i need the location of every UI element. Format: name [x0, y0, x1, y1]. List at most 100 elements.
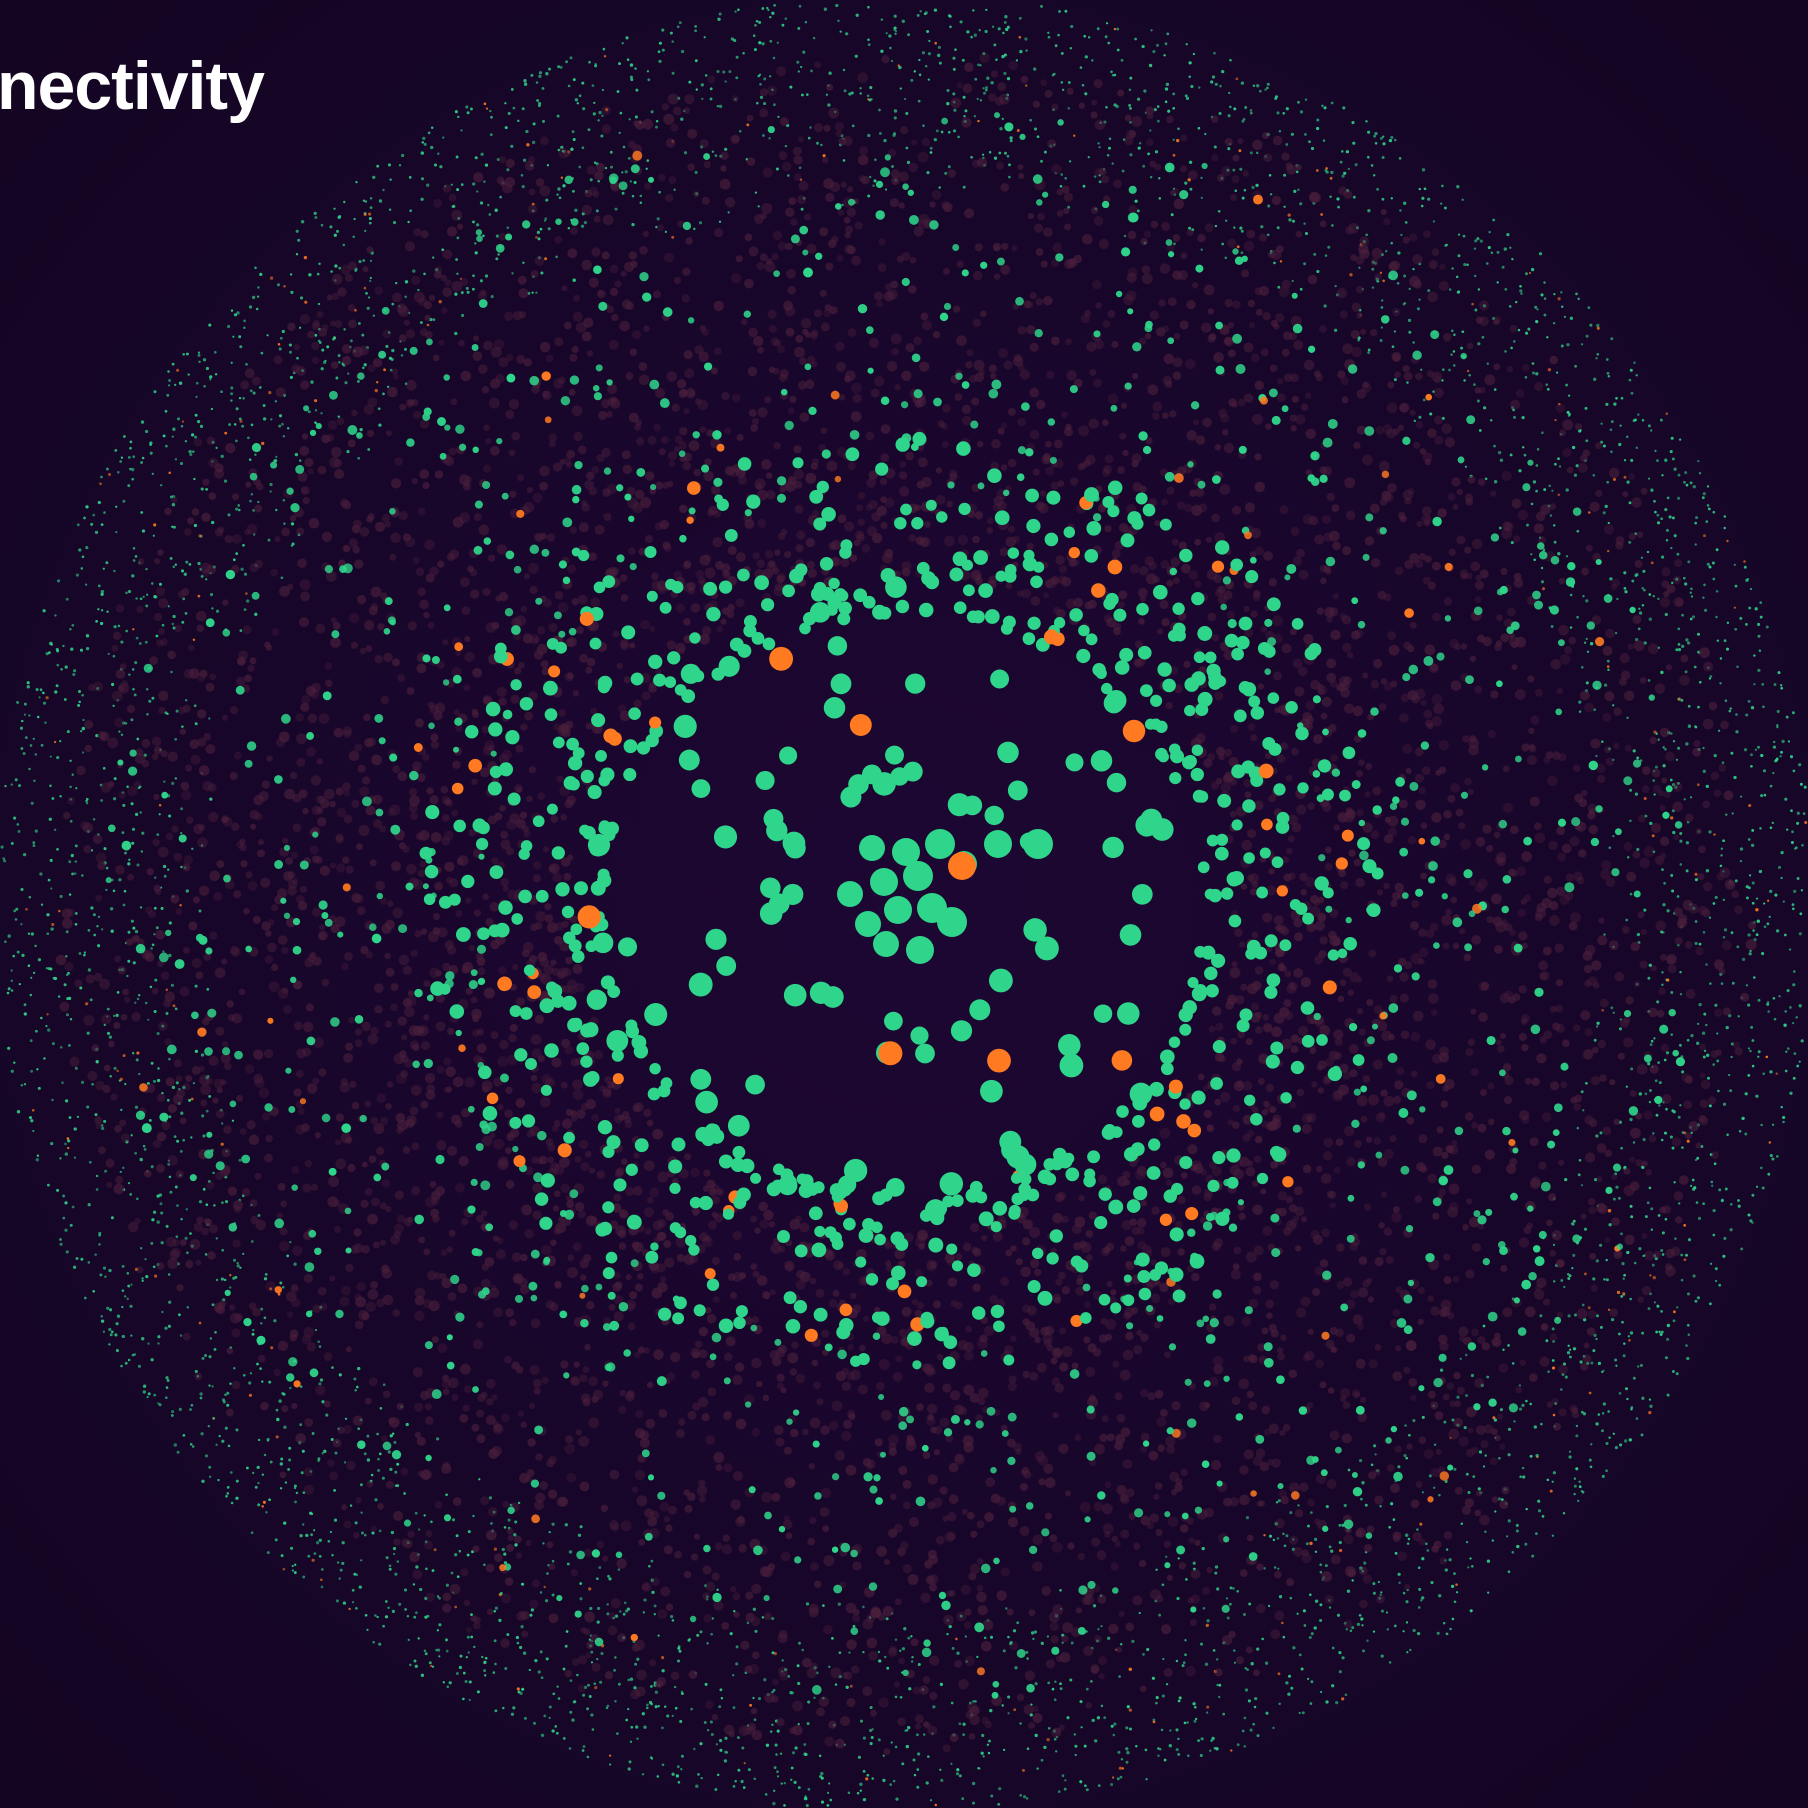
outer-node: [1619, 424, 1621, 426]
outer-node: [728, 70, 731, 73]
outer-node: [68, 860, 71, 863]
outer-node: [1389, 139, 1392, 142]
outer-node: [134, 1152, 137, 1155]
outer-accent-node: [1776, 1072, 1778, 1074]
outer-node: [401, 354, 404, 357]
outer-node: [467, 111, 470, 114]
outer-node: [976, 1656, 978, 1658]
outer-node: [1239, 227, 1242, 230]
outer-node: [1252, 1723, 1255, 1726]
outer-node: [939, 62, 942, 65]
outer-node: [674, 1686, 676, 1688]
outer-node: [1624, 587, 1627, 590]
outer-node: [756, 20, 759, 23]
outer-node: [1311, 1632, 1314, 1635]
outer-node: [1315, 1551, 1317, 1553]
faint-node: [278, 1183, 286, 1191]
outer-node: [124, 852, 127, 855]
outer-node: [1242, 1730, 1245, 1733]
outer-node: [972, 1782, 975, 1785]
outer-accent-node: [199, 1322, 202, 1325]
outer-node: [180, 1334, 182, 1336]
outer-node: [1720, 854, 1722, 856]
outer-node: [58, 995, 60, 997]
outer-node: [308, 273, 311, 276]
outer-node: [1468, 1491, 1471, 1494]
outer-node: [907, 1637, 910, 1640]
faint-node: [1252, 414, 1263, 425]
outer-node: [1177, 128, 1180, 131]
outer-node: [821, 1801, 824, 1804]
outer-node: [798, 1642, 801, 1645]
outer-node: [676, 1774, 679, 1777]
outer-node: [1585, 599, 1588, 602]
outer-node: [1218, 112, 1221, 115]
outer-accent-node: [1552, 1366, 1555, 1369]
outer-node: [192, 450, 195, 453]
outer-node: [1722, 761, 1725, 764]
outer-node: [290, 1547, 293, 1550]
outer-node: [1643, 589, 1646, 592]
faint-node: [1251, 932, 1258, 939]
outer-node: [511, 88, 514, 91]
outer-node: [114, 449, 117, 452]
outer-node: [1580, 1360, 1583, 1363]
outer-node: [1678, 1116, 1681, 1119]
outer-node: [554, 1725, 557, 1728]
outer-node: [1098, 146, 1100, 148]
outer-node: [846, 1686, 849, 1689]
outer-node: [151, 582, 154, 585]
outer-node: [98, 1234, 101, 1237]
outer-node: [289, 1241, 291, 1243]
faint-node: [296, 758, 305, 767]
outer-node: [145, 641, 148, 644]
outer-node: [1195, 1718, 1197, 1720]
outer-node: [1748, 1214, 1751, 1217]
outer-node: [90, 906, 93, 909]
outer-node: [502, 1548, 505, 1551]
outer-node: [1579, 1485, 1582, 1488]
outer-node: [199, 910, 202, 913]
outer-node: [86, 647, 89, 650]
outer-node: [180, 807, 183, 810]
outer-node: [1660, 517, 1663, 520]
outer-node: [936, 130, 939, 133]
outer-node: [1201, 197, 1203, 199]
outer-node: [869, 176, 871, 178]
outer-node: [103, 1331, 105, 1333]
outer-node: [1433, 220, 1435, 222]
outer-node: [106, 1307, 109, 1310]
outer-node: [1019, 50, 1022, 53]
outer-node: [562, 184, 565, 187]
outer-node: [1751, 706, 1754, 709]
outer-node: [230, 399, 232, 401]
faint-node: [543, 846, 549, 852]
outer-node: [221, 1278, 224, 1281]
outer-node: [1206, 1711, 1208, 1713]
outer-node: [1465, 466, 1467, 468]
outer-node: [1381, 306, 1384, 309]
outer-node: [1712, 1063, 1715, 1066]
outer-node: [289, 351, 292, 354]
faint-node: [1155, 1482, 1163, 1490]
outer-accent-node: [46, 1013, 48, 1015]
outer-node: [1394, 139, 1397, 142]
outer-node: [801, 94, 804, 97]
outer-node: [171, 782, 174, 785]
outer-node: [1552, 1481, 1554, 1483]
outer-node: [1433, 1487, 1435, 1489]
outer-node: [294, 1571, 297, 1574]
outer-node: [503, 1553, 506, 1556]
faint-node: [330, 863, 336, 869]
outer-node: [946, 89, 949, 92]
outer-node: [1655, 1331, 1658, 1334]
outer-node: [1483, 1325, 1486, 1328]
outer-node: [477, 1690, 480, 1693]
outer-node: [1300, 110, 1303, 113]
outer-node: [1773, 745, 1776, 748]
outer-node: [758, 21, 761, 24]
outer-node: [1574, 474, 1577, 477]
faint-node: [1466, 1449, 1474, 1457]
outer-node: [122, 1289, 125, 1292]
outer-node: [926, 30, 929, 33]
